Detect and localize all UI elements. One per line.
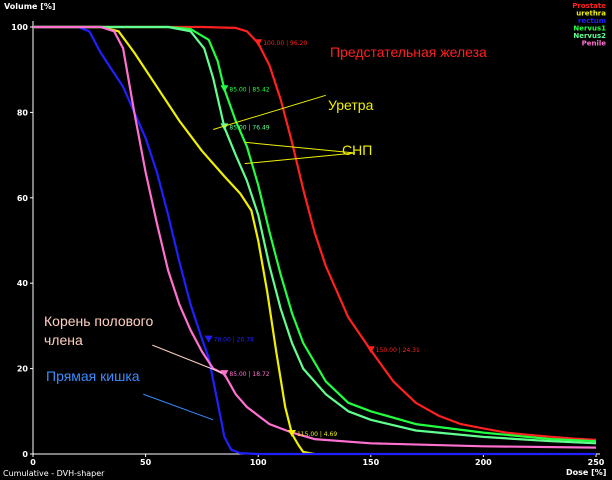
y-tick-label: 0 <box>22 450 28 459</box>
x-tick-label: 0 <box>30 458 36 467</box>
y-tick-label: 100 <box>11 23 28 32</box>
y-tick-label: 40 <box>17 279 29 288</box>
legend-entry: rectum <box>578 17 606 25</box>
legend-entry: urethra <box>576 10 606 18</box>
annotation-pointer <box>143 393 214 421</box>
markers: 100.00 | 96.20 150.00 | 24.31 115.00 | 4.6… <box>204 39 420 438</box>
y-tick-label: 20 <box>17 365 29 374</box>
axes: 0 20 40 60 80 100 0 50 100 150 200 250 <box>11 21 605 467</box>
marker-point-prostate <box>254 39 263 47</box>
annotation-label: СНП <box>342 142 372 158</box>
annotation-label: Уретра <box>328 97 374 113</box>
legend-entry: Nervus2 <box>573 32 606 40</box>
marker-point-nervus1 <box>220 85 229 93</box>
series-line-rectum <box>33 25 596 456</box>
legend: ProstateurethrarectumNervus1Nervus2Penil… <box>572 2 606 48</box>
x-tick-label: 200 <box>475 458 492 467</box>
x-tick-label: 250 <box>588 458 605 467</box>
marker-label-prostate: 150.00 | 24.31 <box>376 347 420 354</box>
marker-label-prostate: 100.00 | 96.20 <box>263 40 307 47</box>
y-tick-label: 60 <box>17 194 29 203</box>
marker-label-penile: 85.00 | 18.72 <box>229 371 269 378</box>
series-line-nervus2 <box>33 25 597 445</box>
annotations: Предстательная железа Уретра СНП Корень пол… <box>44 44 487 421</box>
series-line-nervus1 <box>33 25 597 443</box>
annotation-pointer <box>213 94 326 130</box>
x-tick-label: 100 <box>250 458 267 467</box>
annotation-pointer <box>152 344 223 374</box>
marker-point-penile <box>220 370 229 378</box>
legend-entry: Prostate <box>572 2 606 10</box>
marker-label-nervus1: 85.00 | 85.42 <box>229 86 269 93</box>
marker-label-urethra: 115.00 | 4.69 <box>297 431 337 438</box>
series-line-urethra <box>33 25 315 456</box>
x-tick-label: 50 <box>140 458 152 467</box>
annotation-label: Прямая кишка <box>46 368 140 384</box>
marker-point-urethra <box>287 429 296 437</box>
y-axis-label: Volume [%] <box>4 2 56 11</box>
y-tick-label: 80 <box>17 108 29 117</box>
marker-point-prostate <box>366 346 375 354</box>
x-tick-label: 150 <box>362 458 379 467</box>
marker-label-nervus2: 85.00 | 76.49 <box>229 124 269 131</box>
annotation-pointer <box>244 152 356 165</box>
annotation-pointer <box>244 141 356 154</box>
x-axis-label: Dose [%] <box>566 468 606 477</box>
marker-label-rectum: 78.00 | 26.78 <box>214 337 254 344</box>
status-bar-text: Cumulative - DVH-shaper <box>3 469 105 478</box>
annotation-label: Корень полового члена <box>44 313 153 348</box>
annotation-label: Предстательная железа <box>330 44 487 60</box>
marker-point-rectum <box>204 335 213 343</box>
legend-entry: Penile <box>582 40 607 48</box>
series-line-penile <box>33 25 597 449</box>
legend-entry: Nervus1 <box>573 25 606 33</box>
